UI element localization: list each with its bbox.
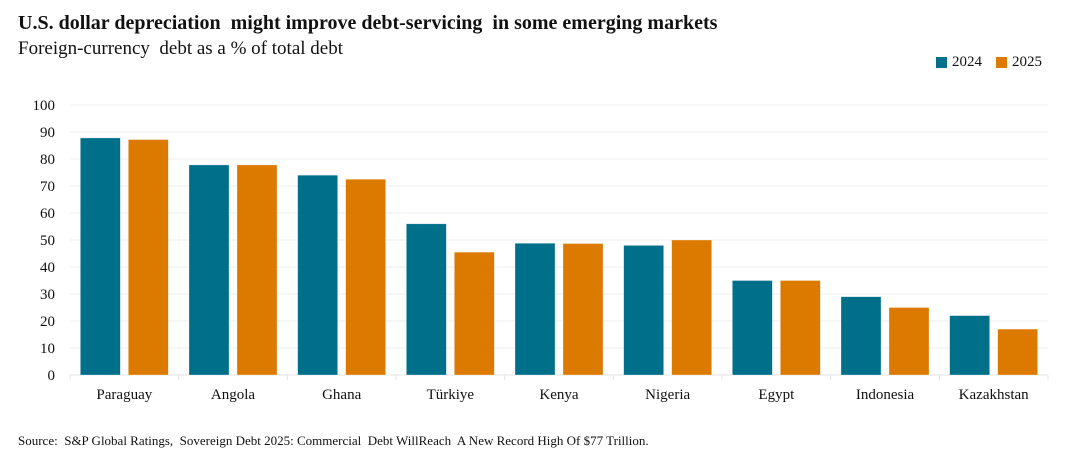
- bar-2025-ghana: [345, 178, 386, 376]
- legend-swatch-2024: [936, 57, 947, 68]
- bar-2024-kenya: [514, 242, 556, 376]
- x-tick-label: Kazakhstan: [959, 387, 1029, 403]
- bar-2025-indonesia: [888, 307, 930, 376]
- x-tick-label: Indonesia: [856, 387, 915, 403]
- bar-2025-paraguay: [128, 139, 169, 376]
- y-tick-label: 50: [40, 233, 55, 249]
- bar-2024-kazakhstan: [949, 315, 990, 376]
- legend-item-2024: 2024: [936, 54, 982, 71]
- x-tick-label: Kenya: [539, 387, 578, 403]
- chart-subtitle: Foreign-currency debt as a % of total de…: [18, 38, 343, 59]
- bar-2024-paraguay: [80, 137, 121, 376]
- bar-2025-kenya: [562, 243, 604, 376]
- x-tick-label: Nigeria: [645, 387, 690, 403]
- x-tick-label: Türkiye: [427, 387, 475, 403]
- bar-2025-angola: [236, 164, 278, 376]
- legend-item-2025: 2025: [996, 54, 1042, 71]
- bar-2025-türkiye: [454, 251, 495, 376]
- bar-2024-ghana: [297, 174, 338, 376]
- legend: 2024 2025: [936, 54, 1042, 71]
- legend-label-2024: 2024: [952, 54, 982, 70]
- source-note: Source: S&P Global Ratings, Sovereign De…: [18, 433, 649, 448]
- y-tick-label: 80: [40, 152, 55, 168]
- bar-2025-nigeria: [671, 239, 712, 376]
- y-tick-label: 60: [40, 206, 55, 222]
- y-tick-label: 40: [40, 260, 55, 276]
- legend-label-2025: 2025: [1012, 54, 1042, 70]
- y-tick-label: 90: [40, 125, 55, 141]
- bar-2024-angola: [188, 164, 230, 376]
- x-tick-label: Paraguay: [96, 387, 152, 403]
- y-tick-label: 70: [40, 179, 55, 195]
- bar-2024-egypt: [732, 280, 773, 376]
- y-tick-label: 0: [48, 368, 56, 384]
- bar-2025-kazakhstan: [997, 328, 1038, 376]
- bar-2024-nigeria: [623, 245, 664, 376]
- y-tick-label: 30: [40, 287, 55, 303]
- bar-2025-egypt: [780, 280, 821, 376]
- y-tick-label: 10: [40, 341, 55, 357]
- chart-title: U.S. dollar depreciation might improve d…: [18, 12, 718, 34]
- y-tick-label: 100: [33, 98, 56, 114]
- x-tick-label: Ghana: [322, 387, 361, 403]
- y-tick-label: 20: [40, 314, 55, 330]
- bar-chart: 0 10 20 30 40 50 60 70 80 90 100 Paraguay Angola Ghan…: [33, 98, 1049, 403]
- bar-2024-türkiye: [406, 223, 447, 376]
- legend-swatch-2025: [996, 57, 1007, 68]
- x-tick-label: Egypt: [758, 387, 795, 403]
- x-tick-label: Angola: [211, 387, 256, 403]
- bar-2024-indonesia: [840, 296, 882, 376]
